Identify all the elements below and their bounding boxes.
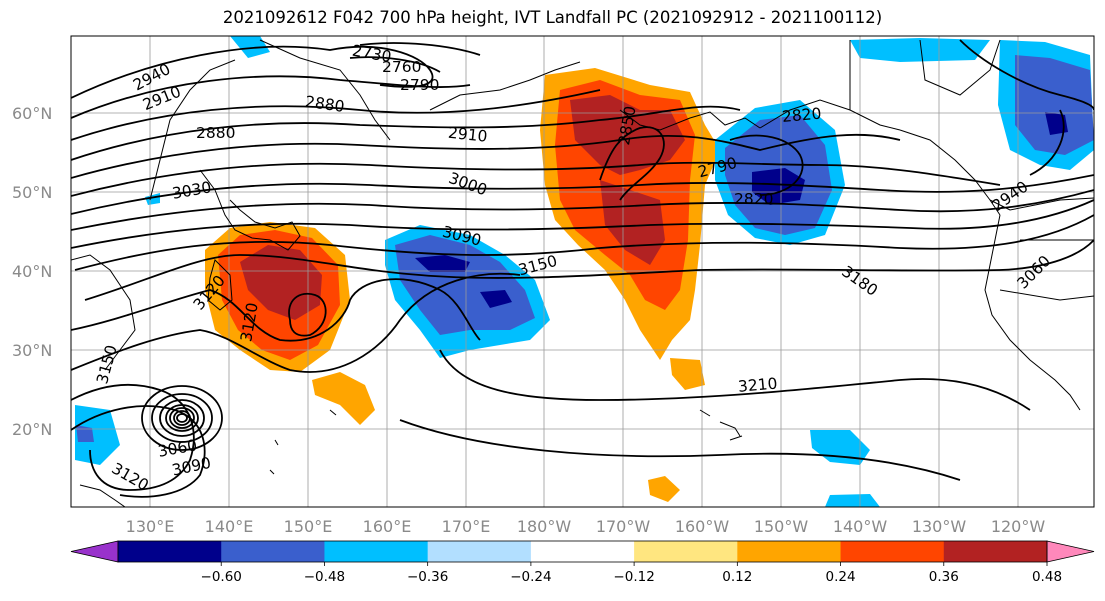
colorbar-tick-label: 0.48 [1032,569,1062,585]
contour-label: 3210 [737,375,778,396]
colorbar-swatch [634,541,738,562]
longitude-labels: 130°E 140°E 150°E 160°E 170°E 180°W 170°… [126,517,1046,536]
height-contours [71,39,1094,498]
lon-label: 130°W [912,517,967,536]
colorbar-frame [117,540,1048,563]
map-area [71,36,1094,507]
colorbar-swatch [118,541,222,562]
contour-label: 2910 [447,124,488,146]
lat-label: 30°N [12,341,52,360]
colorbar-tick-label: −0.24 [510,569,551,585]
colorbar: −0.60 −0.48 −0.36 −0.24 −0.12 0.12 0.24 0.36 0.4… [70,540,1095,585]
colorbar-tick-label: 0.24 [826,569,856,585]
lon-label: 160°E [363,517,412,536]
contour-label: 2880 [196,124,235,142]
contour-label: 2760 [382,58,421,76]
colorbar-swatch [943,541,1048,562]
lon-label: 150°E [284,517,333,536]
colorbar-tick-label: 0.36 [929,569,959,585]
colorbar-swatch [840,541,945,562]
lat-label: 60°N [12,104,52,123]
lon-label: 140°W [833,517,888,536]
lon-label: 170°E [442,517,491,536]
lat-label: 20°N [12,420,52,439]
gridlines [71,36,1094,507]
colorbar-swatch [427,541,532,562]
latitude-labels: 60°N 50°N 40°N 30°N 20°N [12,104,52,439]
lon-label: 130°E [126,517,175,536]
lon-label: 120°W [991,517,1046,536]
lon-label: 180°W [517,517,572,536]
map-frame [70,35,1095,508]
lat-label: 40°N [12,262,52,281]
lon-label: 140°E [205,517,254,536]
colorbar-extend-low [70,540,119,563]
lat-label: 50°N [12,183,52,202]
contour-label: 2820 [734,190,773,208]
colorbar-swatch [221,541,325,562]
map-title: 2021092612 F042 700 hPa height, IVT Land… [222,8,883,27]
lon-label: 170°W [596,517,651,536]
contour-label: 2820 [781,105,822,126]
colorbar-extend-high [1046,540,1095,563]
colorbar-tick-label: −0.60 [201,569,242,585]
contour-label: 2880 [304,93,346,116]
colorbar-tick-label: 0.12 [722,569,752,585]
colorbar-swatch [737,541,842,562]
lon-label: 150°W [754,517,809,536]
contour-label: 2790 [400,76,439,94]
colorbar-tick-label: −0.36 [407,569,448,585]
colorbar-swatch [530,541,635,562]
lon-label: 160°W [675,517,730,536]
colorbar-swatch [324,541,429,562]
colorbar-tick-label: −0.12 [613,569,654,585]
colorbar-tick-label: −0.48 [304,569,345,585]
coastlines [71,39,1094,507]
